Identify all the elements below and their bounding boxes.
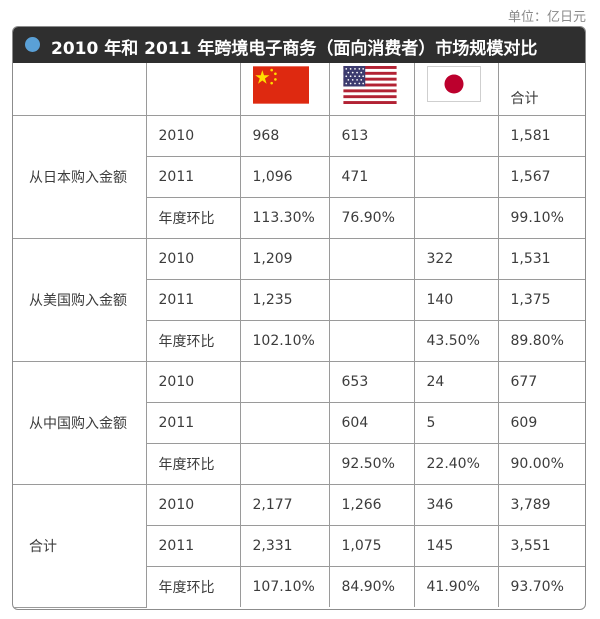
china-cell: 1,235	[239, 279, 330, 321]
row-label: 2010	[145, 484, 241, 526]
japan-cell: 5	[413, 402, 499, 444]
table-row: 2011 2,331 1,075 145 3,551	[13, 525, 585, 567]
group-label: 从美国购入金额	[13, 238, 147, 362]
table-row: 2011 1,235 140 1,375	[13, 279, 585, 321]
china-cell	[239, 361, 330, 403]
unit-note: 单位：亿日元	[507, 10, 586, 25]
group-label: 从日本购入金额	[13, 115, 147, 239]
market-size-table: 合计 从日本购入金额 2010 968 613 1,581 2011 1,096…	[13, 63, 585, 608]
total-cell: 1,567	[497, 156, 585, 198]
table-row: 2011 604 5 609	[13, 402, 585, 444]
china-cell: 113.30%	[239, 197, 330, 239]
japan-cell: 22.40%	[413, 443, 499, 485]
china-cell: 1,096	[239, 156, 330, 198]
total-cell: 99.10%	[497, 197, 585, 239]
usa-cell: 471	[328, 156, 415, 198]
header-china	[239, 63, 330, 116]
row-label: 2011	[146, 279, 241, 321]
china-cell	[239, 402, 330, 444]
japan-cell: 145	[413, 525, 499, 567]
total-cell: 1,375	[497, 279, 585, 321]
usa-cell: 604	[328, 402, 415, 444]
row-label: 2011	[146, 525, 241, 567]
header-empty-cell	[145, 63, 241, 116]
japan-cell: 346	[413, 484, 499, 526]
total-cell: 1,581	[497, 115, 585, 157]
table-row: 从美国购入金额 2010 1,209 322 1,531	[13, 238, 585, 362]
china-cell	[239, 443, 330, 485]
header-usa	[328, 63, 415, 116]
japan-cell	[413, 156, 499, 198]
comparison-panel: 2010 年和 2011 年跨境电子商务（面向消费者）市场规模对比	[12, 26, 586, 610]
china-cell: 2,331	[239, 525, 330, 567]
usa-cell: 613	[328, 115, 415, 157]
table-row: 2011 1,096 471 1,567	[13, 156, 585, 198]
row-label: 年度环比	[146, 197, 241, 239]
japan-cell	[413, 197, 499, 239]
row-label: 2010	[145, 115, 241, 157]
japan-cell	[413, 115, 499, 157]
row-label: 年度环比	[146, 443, 241, 485]
header-empty-cell	[13, 63, 147, 116]
header-row: 合计	[13, 63, 585, 116]
table-row: 年度环比 107.10% 84.90% 41.90% 93.70%	[13, 566, 585, 607]
row-label: 2011	[146, 402, 241, 444]
total-cell: 90.00%	[497, 443, 585, 485]
usa-cell	[328, 279, 415, 321]
japan-cell: 43.50%	[413, 320, 499, 362]
total-cell: 3,551	[497, 525, 585, 567]
usa-cell	[328, 320, 415, 362]
japan-cell: 140	[413, 279, 499, 321]
china-cell: 107.10%	[239, 566, 330, 607]
usa-cell: 92.50%	[328, 443, 415, 485]
us-flag-icon	[342, 66, 397, 104]
usa-cell	[328, 238, 415, 280]
usa-cell: 76.90%	[328, 197, 415, 239]
total-cell: 677	[497, 361, 585, 403]
total-cell: 93.70%	[497, 566, 585, 607]
china-cell: 2,177	[239, 484, 330, 526]
table-row: 合计 2010 2,177 1,266 346 3,789	[13, 484, 585, 608]
row-label: 2011	[146, 156, 241, 198]
total-cell: 609	[497, 402, 585, 444]
japan-cell: 24	[413, 361, 499, 403]
bullet-dot-icon	[25, 37, 40, 52]
china-cell: 968	[239, 115, 330, 157]
usa-cell: 84.90%	[328, 566, 415, 607]
group-label: 合计	[13, 484, 147, 608]
table-row: 年度环比 92.50% 22.40% 90.00%	[13, 443, 585, 485]
total-cell: 1,531	[497, 238, 585, 280]
japan-cell: 41.90%	[413, 566, 499, 607]
table-row: 从中国购入金额 2010 653 24 677	[13, 361, 585, 485]
title-bar: 2010 年和 2011 年跨境电子商务（面向消费者）市场规模对比	[13, 27, 585, 63]
china-flag-icon	[252, 66, 309, 104]
group-label: 从中国购入金额	[13, 361, 147, 485]
row-label: 2010	[145, 238, 241, 280]
china-cell: 1,209	[239, 238, 330, 280]
total-cell: 89.80%	[497, 320, 585, 362]
usa-cell: 653	[328, 361, 415, 403]
usa-cell: 1,075	[328, 525, 415, 567]
header-japan	[413, 63, 499, 116]
japan-cell: 322	[413, 238, 499, 280]
table-row: 年度环比 102.10% 43.50% 89.80%	[13, 320, 585, 362]
row-label: 年度环比	[146, 320, 241, 362]
row-label: 年度环比	[146, 566, 241, 607]
total-cell: 3,789	[497, 484, 585, 526]
table-title: 2010 年和 2011 年跨境电子商务（面向消费者）市场规模对比	[51, 39, 538, 59]
china-cell: 102.10%	[239, 320, 330, 362]
header-total: 合计	[497, 63, 585, 116]
row-label: 2010	[145, 361, 241, 403]
table-row: 从日本购入金额 2010 968 613 1,581	[13, 115, 585, 239]
usa-cell: 1,266	[328, 484, 415, 526]
japan-flag-icon	[426, 66, 481, 102]
